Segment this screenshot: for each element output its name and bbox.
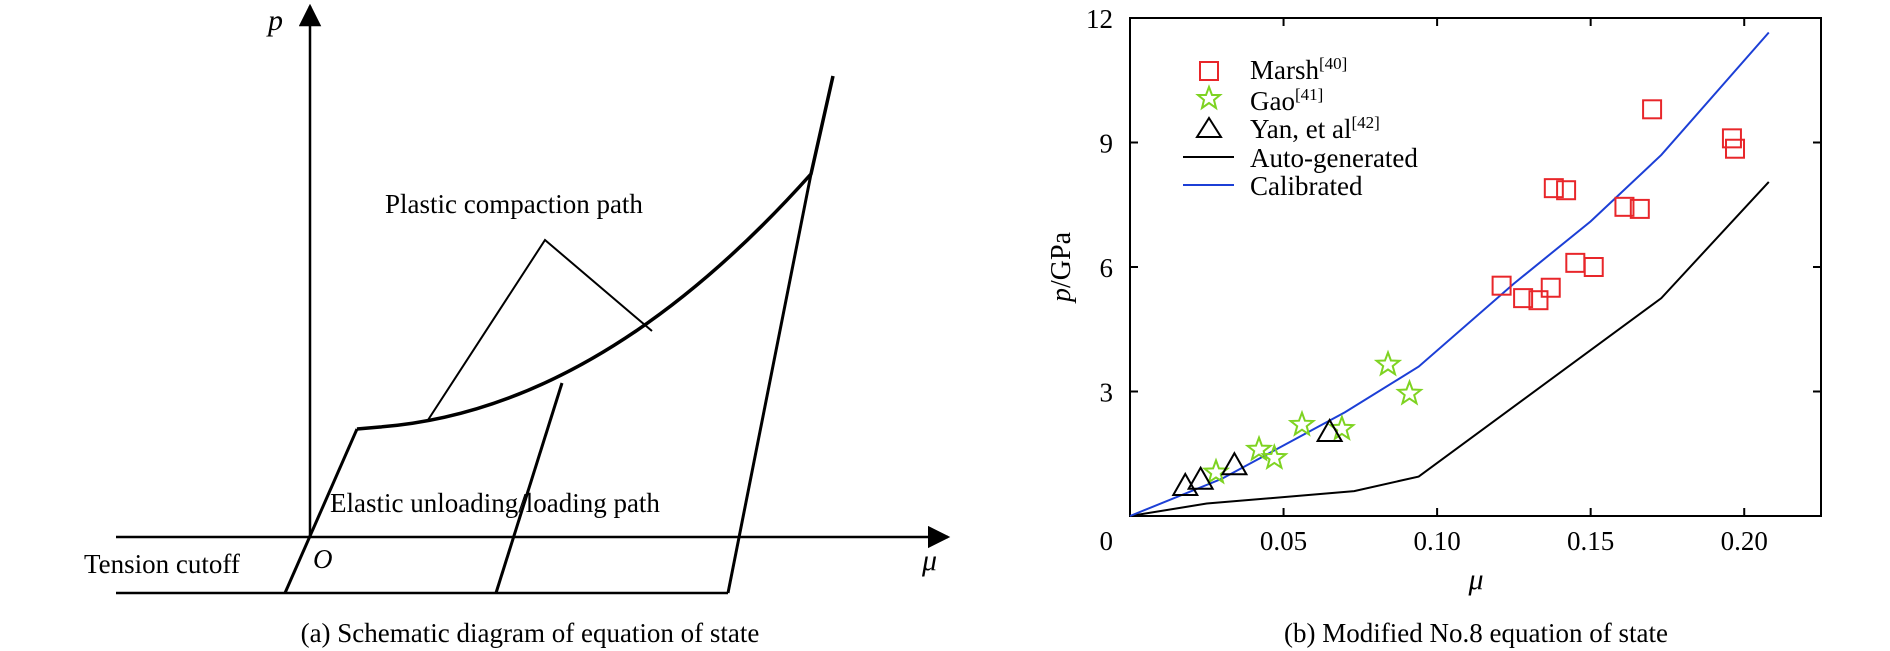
panel-a-leader-lines <box>427 238 653 421</box>
panel-a-compaction-curve <box>356 75 835 431</box>
legend-marker-yan <box>1195 116 1223 138</box>
point-gao-3 <box>1287 409 1317 437</box>
legend-label-yan: Yan, et al[42] <box>1250 113 1380 144</box>
legend-marker-gao <box>1195 84 1223 111</box>
y-tick-label-0: 0 <box>1100 526 1114 556</box>
tick-marks <box>1129 17 1821 517</box>
point-gao-6 <box>1395 378 1424 406</box>
point-marsh-3 <box>1540 277 1561 298</box>
point-marsh-1 <box>1513 288 1534 309</box>
point-marsh-0 <box>1491 275 1512 296</box>
x-tick-label-1: 0.10 <box>1413 526 1460 556</box>
x-tick-label-2: 0.15 <box>1567 526 1614 556</box>
panel-a-elastic-line-1 <box>283 428 359 594</box>
legend-label-auto: Auto-generated <box>1250 143 1418 173</box>
legend: Marsh[40] Gao[41] Yan, et al[42] Auto-ge… <box>1183 54 1418 201</box>
x-tick-label-0: 0.05 <box>1260 526 1307 556</box>
y-axis-label-symbol: p <box>1046 288 1077 304</box>
panel-a-plastic-label: Plastic compaction path <box>385 189 643 219</box>
panel-a-elastic-line-2 <box>494 382 564 594</box>
panel-b-caption: (b) Modified No.8 equation of state <box>1284 618 1668 648</box>
point-gao-1 <box>1244 434 1274 462</box>
point-gao-2 <box>1260 443 1289 470</box>
point-marsh-2 <box>1528 290 1549 311</box>
y-tick-label-4: 12 <box>1086 4 1113 34</box>
legend-label-calibrated: Calibrated <box>1250 171 1363 201</box>
legend-label-marsh: Marsh[40] <box>1250 54 1347 85</box>
panel-a-y-label: p <box>266 4 283 37</box>
point-marsh-8 <box>1614 196 1635 217</box>
panel-a-elastic-label: Elastic unloading/loading path <box>330 488 660 518</box>
series-line-auto-generated <box>1129 181 1770 517</box>
point-marsh-6 <box>1565 252 1586 273</box>
series-line-calibrated <box>1129 31 1770 517</box>
panel-b-chart: 0.05 0.10 0.15 0.20 0 3 6 9 12 μ p/GPa Marsh[40]… <box>1046 4 1822 648</box>
point-yan-et-al-2 <box>1220 451 1249 476</box>
y-axis-label: p/GPa <box>1046 231 1077 304</box>
tick-labels: 0.05 0.10 0.15 0.20 0 3 6 9 12 <box>1086 4 1768 556</box>
y-tick-label-3: 9 <box>1100 129 1114 159</box>
line-series <box>1129 31 1770 517</box>
legend-label-gao: Gao[41] <box>1250 85 1323 116</box>
x-axis-label: μ <box>1467 563 1483 596</box>
panel-a-schematic: p μ O Plastic compaction path Elastic un… <box>84 3 951 648</box>
point-marsh-4 <box>1543 178 1564 199</box>
legend-marker-marsh <box>1199 61 1219 81</box>
panel-a-x-label: μ <box>921 544 937 577</box>
x-tick-label-3: 0.20 <box>1721 526 1768 556</box>
panel-a-elastic-line-3 <box>726 173 813 594</box>
plot-frame <box>1129 17 1822 517</box>
point-gao-5 <box>1373 349 1403 377</box>
panel-a-caption: (a) Schematic diagram of equation of sta… <box>301 618 760 648</box>
point-marsh-7 <box>1583 257 1604 277</box>
panel-a-tension-label: Tension cutoff <box>84 549 240 579</box>
marker-series <box>1171 99 1746 496</box>
y-tick-label-2: 6 <box>1100 253 1114 283</box>
y-axis-label-unit: /GPa <box>1046 231 1077 288</box>
point-yan-et-al-1 <box>1186 465 1215 490</box>
point-marsh-9 <box>1629 198 1650 219</box>
point-marsh-11 <box>1721 128 1742 149</box>
point-marsh-5 <box>1556 180 1577 201</box>
point-yan-et-al-0 <box>1171 471 1200 496</box>
point-marsh-12 <box>1725 138 1746 159</box>
y-tick-label-1: 3 <box>1100 378 1114 408</box>
point-marsh-10 <box>1642 99 1663 120</box>
panel-a-origin-label: O <box>313 544 333 574</box>
point-yan-et-al-3 <box>1315 417 1344 442</box>
